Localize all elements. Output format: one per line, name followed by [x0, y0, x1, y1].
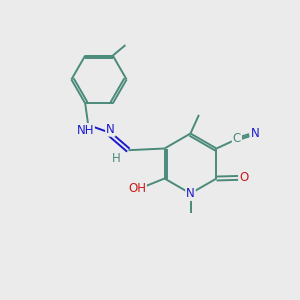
Text: OH: OH — [128, 182, 146, 195]
Text: N: N — [106, 123, 115, 136]
Text: C: C — [233, 132, 241, 146]
Text: N: N — [250, 127, 259, 140]
Text: NH: NH — [76, 124, 94, 137]
Text: O: O — [239, 171, 249, 184]
Text: H: H — [111, 152, 120, 165]
Text: N: N — [186, 187, 195, 200]
